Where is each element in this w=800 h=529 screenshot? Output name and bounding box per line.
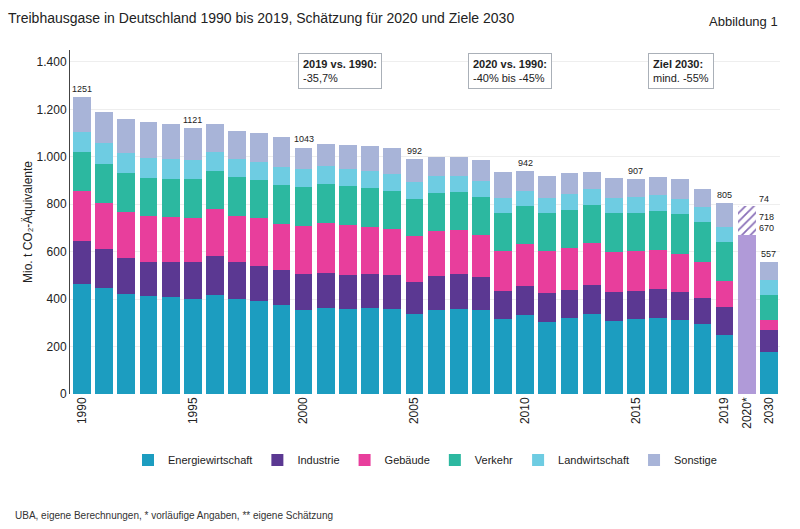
svg-text:Ziel 2030:mind. -55%: Ziel 2030:mind. -55% [653,58,709,84]
svg-text:942: 942 [518,158,533,168]
svg-text:Gebäude: Gebäude [385,454,430,466]
svg-text:2020*: 2020* [740,397,754,429]
svg-text:718: 718 [759,212,774,222]
svg-text:1.200: 1.200 [37,103,67,117]
svg-text:800: 800 [47,197,67,211]
svg-text:Landwirtschaft: Landwirtschaft [558,454,629,466]
svg-text:670: 670 [759,223,774,233]
svg-text:0: 0 [60,387,67,401]
svg-text:2005: 2005 [407,397,421,424]
svg-text:907: 907 [628,166,643,176]
svg-text:1121: 1121 [183,115,202,125]
svg-text:200: 200 [47,340,67,354]
svg-text:Verkehr: Verkehr [475,454,513,466]
svg-text:2020 vs. 1990:-40% bis -45%: 2020 vs. 1990:-40% bis -45% [473,58,547,84]
svg-text:1043: 1043 [294,134,314,144]
svg-text:1.400: 1.400 [37,55,67,69]
svg-text:992: 992 [407,146,422,156]
svg-text:Mio. t CO₂-Äquivalente: Mio. t CO₂-Äquivalente [21,161,35,283]
svg-text:2019 vs. 1990:-35,7%: 2019 vs. 1990:-35,7% [303,58,377,84]
svg-text:Sonstige: Sonstige [674,454,717,466]
svg-text:557: 557 [761,249,776,259]
svg-text:Abbildung 1: Abbildung 1 [709,14,778,29]
svg-text:805: 805 [717,190,732,200]
svg-text:74: 74 [759,194,769,204]
svg-text:2015: 2015 [629,397,643,424]
svg-text:Industrie: Industrie [297,454,339,466]
svg-text:1990: 1990 [75,397,89,424]
svg-text:2030: 2030 [762,397,776,424]
svg-text:2019: 2019 [718,397,732,424]
svg-text:2010: 2010 [518,397,532,424]
svg-text:600: 600 [47,245,67,259]
svg-text:Energiewirtschaft: Energiewirtschaft [168,454,252,466]
svg-text:400: 400 [47,292,67,306]
svg-text:1251: 1251 [72,84,92,94]
svg-text:UBA, eigene Berechnungen, * vo: UBA, eigene Berechnungen, * vorläufige A… [15,510,333,521]
svg-text:Treibhausgase in Deutschland 1: Treibhausgase in Deutschland 1990 bis 20… [8,10,514,26]
svg-text:1.000: 1.000 [37,150,67,164]
svg-text:1995: 1995 [186,397,200,424]
svg-text:2000: 2000 [296,397,310,424]
